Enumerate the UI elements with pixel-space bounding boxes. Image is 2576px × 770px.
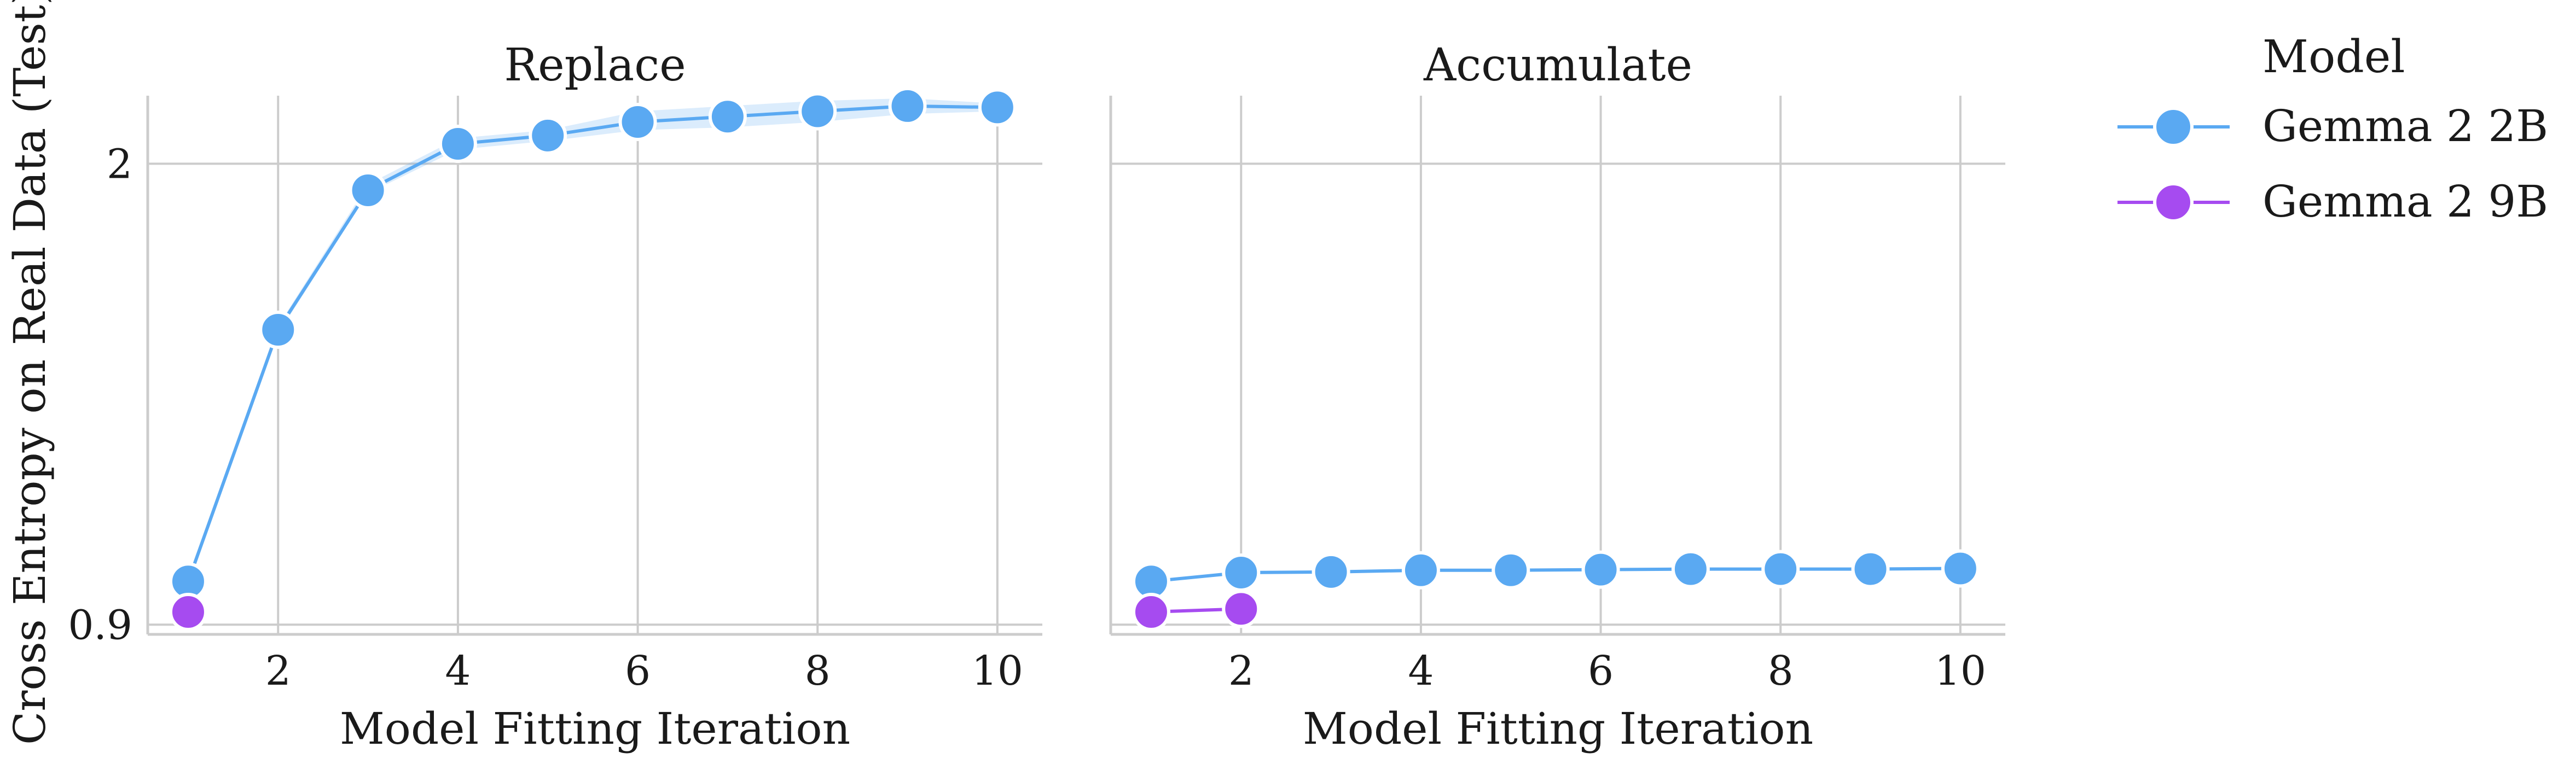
data-point (1492, 551, 1530, 590)
data-point (1581, 550, 1620, 589)
panel-title: Replace (504, 39, 686, 91)
data-point (438, 125, 477, 164)
x-axis-label: Model Fitting Iteration (340, 703, 850, 754)
series-gemma-2-9b (169, 593, 207, 632)
series-gemma-2-9b (1132, 590, 1261, 632)
legend-marker (2153, 182, 2194, 223)
legend-title: Model (2262, 31, 2405, 83)
legend-label: Gemma 2 2B (2262, 101, 2548, 151)
confidence-band (188, 98, 997, 585)
x-tick-label: 6 (1588, 648, 1614, 695)
series-line (1151, 567, 1960, 584)
legend-label: Gemma 2 9B (2262, 176, 2548, 227)
data-point (708, 97, 747, 136)
x-tick-label: 4 (445, 648, 471, 695)
data-point (1401, 551, 1440, 590)
y-axis-label: Cross Entropy on Real Data (Test) (4, 0, 55, 745)
data-point (529, 116, 567, 155)
data-point (1312, 552, 1350, 591)
series-line (187, 104, 997, 582)
legend-entry-gemma-2-2b: Gemma 2 2B (2117, 101, 2548, 151)
data-point (1761, 550, 1800, 588)
x-tick-label: 4 (1408, 648, 1434, 695)
data-point (1222, 590, 1261, 628)
legend-marker (2153, 107, 2194, 147)
series-gemma-2-2b (169, 86, 1017, 601)
chart-panel-accumulate: 2 4 6 8 10 Accumulate Model Fitting Iteration (1109, 39, 2005, 754)
data-point (1671, 550, 1710, 588)
y-tick-label: 2 (107, 141, 132, 188)
data-point (618, 102, 657, 141)
data-point (349, 171, 387, 209)
data-point (978, 88, 1017, 127)
x-tick-label: 2 (265, 648, 291, 695)
data-point (798, 92, 837, 131)
x-tick-label: 10 (972, 648, 1023, 695)
x-axis-label: Model Fitting Iteration (1303, 703, 1813, 754)
data-point (259, 311, 298, 349)
x-tick-label: 10 (1935, 648, 1986, 695)
data-point (888, 86, 927, 125)
x-tick-label: 8 (805, 648, 831, 695)
chart-panels: 2 4 6 8 10 0.9 2 Replace Model Fitting Iteration… (68, 39, 2005, 754)
y-tick-label: 0.9 (68, 602, 132, 649)
data-point (169, 593, 207, 632)
data-point (1132, 593, 1170, 632)
x-tick-label: 8 (1768, 648, 1794, 695)
panel-title: Accumulate (1423, 39, 1692, 91)
series-gemma-2-2b (1132, 549, 1980, 601)
x-tick-label: 2 (1228, 648, 1254, 695)
data-point (1941, 549, 1980, 588)
chart-legend: Model Gemma 2 2B Gemma 2 9B (2117, 31, 2548, 227)
data-point (1851, 550, 1890, 588)
chart-panel-replace: 2 4 6 8 10 0.9 2 Replace Model Fitting Iteration (68, 39, 1042, 754)
data-point (1222, 553, 1261, 592)
x-tick-label: 6 (625, 648, 651, 695)
legend-entry-gemma-2-9b: Gemma 2 9B (2117, 176, 2548, 227)
